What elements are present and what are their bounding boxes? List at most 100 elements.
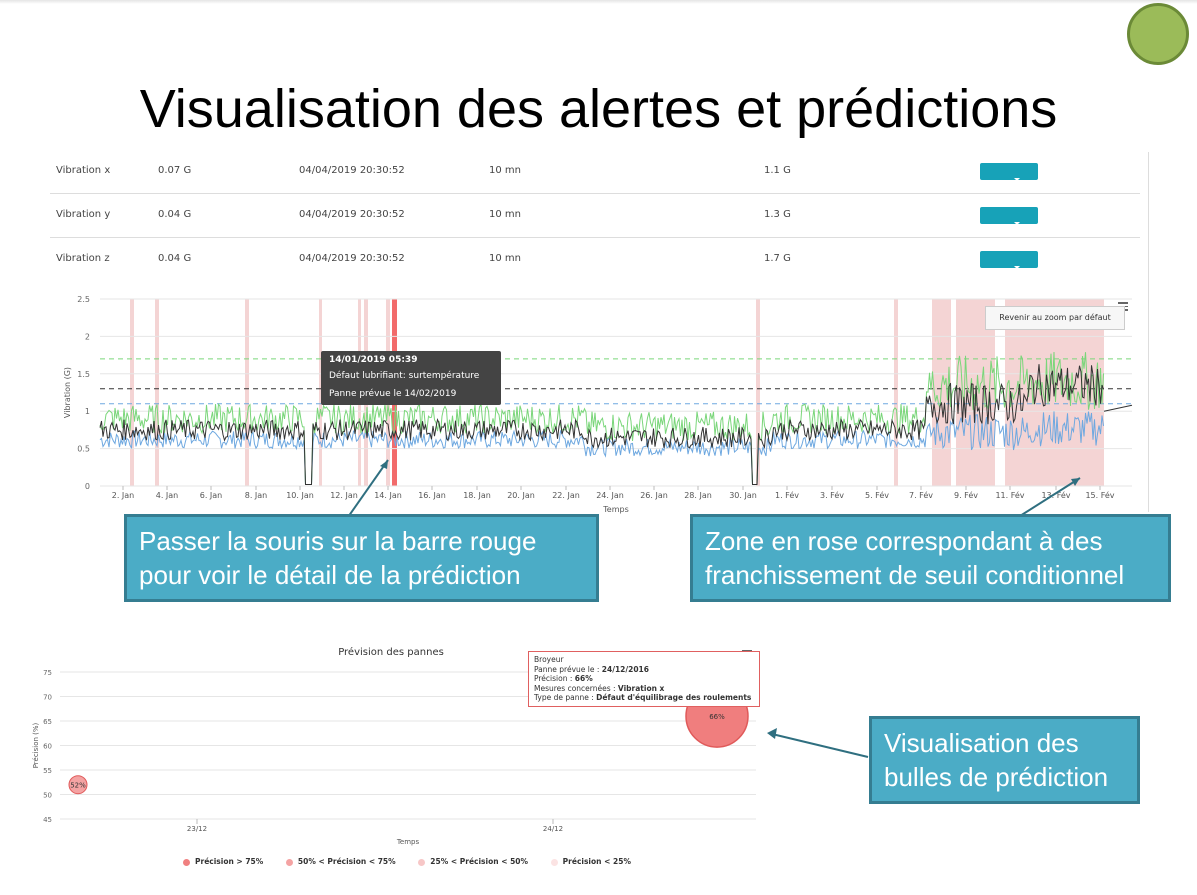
tooltip-measures-label: Mesures concernées :	[534, 683, 618, 693]
callout-bubbles: Visualisation des bulles de prédiction	[869, 716, 1140, 804]
sensor-value: 0.04 G	[158, 209, 192, 220]
tooltip-precision-value: 66%	[574, 674, 593, 683]
x-tick-label: 20. Jan	[507, 491, 535, 500]
tooltip-type-label: Type de panne :	[534, 693, 597, 702]
tooltip-fault: Défaut lubrifiant: surtempérature	[329, 371, 480, 381]
decorative-circle	[1127, 3, 1189, 65]
sensor-date: 04/04/2019 20:30:52	[299, 253, 405, 264]
legend-label: 50% < Précision < 75%	[297, 857, 396, 866]
y-tick-label: 2	[85, 332, 90, 341]
callout-red-bar: Passer la souris sur la barre rouge pour…	[124, 514, 599, 602]
sensor-duration: 10 mn	[489, 253, 521, 264]
x-tick-label: 15. Fév	[1085, 490, 1114, 500]
y-tick-label: 55	[43, 767, 52, 775]
legend-item[interactable]: 50% < Précision < 75%	[285, 857, 396, 866]
threshold-zone	[245, 299, 249, 486]
x-tick-label: 24. Jan	[596, 491, 624, 500]
caret-down-icon	[1014, 222, 1020, 225]
sensor-date: 04/04/2019 20:30:52	[299, 165, 405, 176]
arrow-head-icon	[767, 728, 777, 739]
x-tick-label: 23/12	[187, 825, 207, 833]
sensor-name: Vibration y	[56, 209, 111, 220]
sensor-threshold: 1.3 G	[764, 209, 791, 220]
legend-label: Précision > 75%	[195, 857, 264, 866]
reset-zoom-button[interactable]: Revenir au zoom par défaut	[985, 306, 1125, 330]
y-tick-label: 45	[43, 816, 52, 824]
x-tick-label: 13. Fév	[1041, 490, 1070, 500]
tooltip-date-row: Panne prévue le : 24/12/2016	[534, 665, 754, 675]
legend-label: Précision < 25%	[562, 857, 631, 866]
bubble-tooltip: Broyeur Panne prévue le : 24/12/2016 Pré…	[528, 651, 760, 707]
legend-dot-icon	[183, 858, 190, 866]
x-tick-label: 30. Jan	[729, 491, 757, 500]
legend-dot-icon	[418, 858, 426, 866]
x-tick-label: 16. Jan	[418, 491, 446, 500]
bubble-legend: Précision > 75% 50% < Précision < 75% 25…	[183, 857, 651, 866]
tooltip-date-label: Panne prévue le :	[534, 664, 602, 674]
y-tick-label: 0	[85, 482, 90, 491]
x-tick-label: 3. Fév	[820, 490, 844, 500]
x-tick-label: 9. Fév	[954, 490, 978, 500]
x-tick-label: 14. Jan	[374, 491, 402, 500]
series-line	[1103, 404, 1133, 412]
tooltip-precision-label: Précision :	[534, 674, 575, 683]
x-tick-label: 7. Fév	[909, 490, 933, 500]
actions-button[interactable]: Actions	[980, 163, 1038, 191]
arrow-head-icon	[1071, 478, 1080, 486]
tooltip-type-value: Défaut d'équilibrage des roulements	[596, 693, 752, 702]
x-tick-label: 22. Jan	[552, 491, 580, 500]
y-tick-label: 1.5	[77, 370, 90, 379]
x-axis-label: Temps	[602, 505, 629, 514]
series-line	[99, 364, 1104, 485]
legend-item[interactable]: Précision > 75%	[183, 857, 263, 866]
tooltip-measures-value: Vibration x	[617, 683, 665, 693]
y-tick-label: 50	[43, 792, 52, 800]
panel-border	[1148, 152, 1149, 512]
arrow-head-icon	[380, 460, 388, 469]
y-tick-label: 70	[43, 694, 52, 702]
tooltip-forecast: Panne prévue le 14/02/2019	[329, 389, 457, 399]
threshold-zone	[130, 299, 134, 486]
threshold-zone	[932, 299, 951, 486]
x-tick-label: 18. Jan	[463, 491, 491, 500]
threshold-zone	[155, 299, 159, 486]
y-tick-label: 0.5	[77, 445, 90, 454]
sensor-duration: 10 mn	[489, 165, 521, 176]
x-tick-label: 1. Fév	[775, 490, 799, 500]
x-tick-label: 8. Jan	[245, 491, 268, 500]
y-tick-label: 65	[43, 718, 52, 726]
legend-label: 25% < Précision < 50%	[430, 857, 529, 866]
series-line	[99, 351, 1104, 485]
sensor-date: 04/04/2019 20:30:52	[299, 209, 405, 220]
y-tick-label: 2.5	[77, 295, 90, 304]
bubble-label: 52%	[70, 782, 86, 790]
legend-dot-icon	[550, 858, 558, 866]
series-line	[99, 411, 1104, 485]
callout-arrow	[1019, 477, 1081, 517]
actions-label: Actions	[1009, 226, 1036, 235]
tooltip-type-row: Type de panne : Défaut d'équilibrage des…	[534, 693, 754, 703]
sensor-threshold: 1.7 G	[764, 253, 791, 264]
slide-title: Visualisation des alertes et prédictions	[139, 79, 1058, 139]
top-shade	[0, 0, 1197, 4]
legend-item[interactable]: Précision < 25%	[550, 857, 631, 866]
threshold-zone	[756, 299, 760, 486]
threshold-zone	[894, 299, 898, 486]
x-tick-label: 6. Jan	[200, 491, 223, 500]
x-tick-label: 26. Jan	[640, 491, 668, 500]
callout-pink-zone: Zone en rose correspondant à des franchi…	[690, 514, 1171, 602]
y-tick-label: 75	[43, 669, 52, 677]
legend-item[interactable]: 25% < Précision < 50%	[418, 857, 528, 866]
actions-button[interactable]: Actions	[980, 207, 1038, 235]
sensor-table: Vibration x 0.07 G 04/04/2019 20:30:52 1…	[50, 150, 1140, 281]
actions-button[interactable]: Actions	[980, 251, 1038, 279]
x-tick-label: 11. Fév	[995, 490, 1024, 500]
y-axis-label: Précision (%)	[32, 722, 40, 768]
x-tick-label: 24/12	[543, 825, 563, 833]
sensor-threshold: 1.1 G	[764, 165, 791, 176]
prediction-tooltip: 14/01/2019 05:39 Défaut lubrifiant: surt…	[321, 351, 501, 405]
tooltip-date: 14/01/2019 05:39	[329, 355, 418, 365]
sensor-duration: 10 mn	[489, 209, 521, 220]
tooltip-date-value: 24/12/2016	[601, 664, 649, 674]
bubble-label: 66%	[709, 713, 725, 721]
